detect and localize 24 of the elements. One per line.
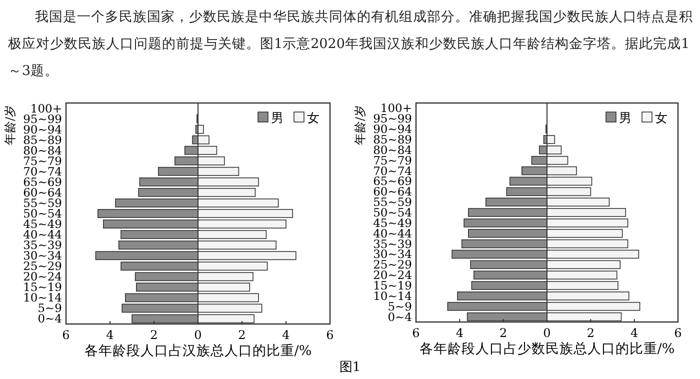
x-tick-label: 2 [500,326,508,340]
x-tick-label: 4 [282,328,290,342]
text: 我国是一个多民族国家，少数民族是中华民族共同体的有机组成部分。准确把握我国少数民族人口特点是积极应对少数民族人口问题的前提与关键。图1示意2020年我国汉族和少数民族人口年龄结构金字塔。据此完成1～3题。 [8,8,694,81]
legend-label: 女 [307,110,320,125]
x-tick-label: 2 [586,326,594,340]
x-tick-label: 2 [238,328,246,342]
x-axis-title: 各年龄段人口占汉族总人口的比重/% [84,343,312,359]
x-tick-label: 6 [326,328,334,342]
x-tick-label: 0 [543,326,551,340]
x-tick-label: 4 [630,326,639,340]
legend-label: 女 [655,110,668,125]
legend-label: 男 [271,110,284,125]
x-axis-title: 各年龄段人口占少数民族总人口的比重/% [419,341,675,357]
x-tick-label: 2 [150,328,158,342]
x-tick-label: 6 [62,328,70,342]
x-tick-label: 6 [674,326,682,340]
legend-label: 男 [619,110,632,125]
x-tick-label: 0 [194,328,202,342]
x-tick-label: 6 [412,326,420,340]
caption: 图1 [338,359,362,376]
x-tick-label: 4 [456,326,464,340]
y-axis-title: 年龄/岁 [353,104,367,146]
y-axis-title: 年龄/岁 [3,104,17,146]
x-tick-label: 4 [106,328,114,342]
